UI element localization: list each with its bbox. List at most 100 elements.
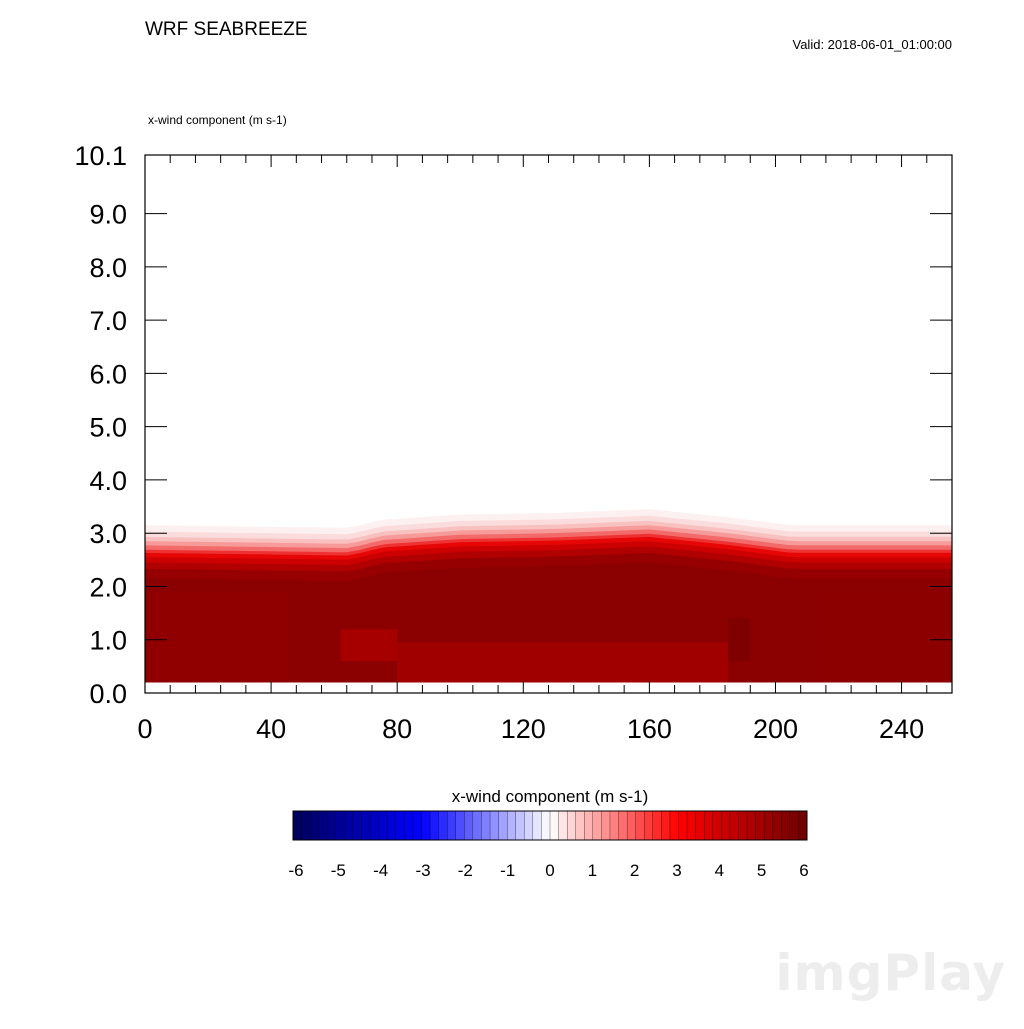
colorbar-tick-label-0: -6	[288, 861, 303, 880]
colorbar-cell-35	[592, 810, 602, 841]
plot-area: 0.0 1.0 2.0 3.0 4.0 5.0 6.0 7.0 8.0 9.0 10.1 0 40 80 1…	[74, 141, 953, 744]
y-tick-label-1: 1.0	[89, 626, 127, 656]
colorbar-cell-55	[764, 810, 774, 841]
colorbar-cell-23	[489, 810, 500, 841]
y-tick-label-8: 8.0	[89, 253, 127, 283]
colorbar-cell-53	[746, 810, 757, 841]
colorbar-tick-label-5: -1	[500, 861, 515, 880]
colorbar-cell-18	[447, 810, 457, 841]
colorbar-cell-43	[661, 810, 671, 841]
y-tick-label-6: 6.0	[89, 359, 127, 389]
colorbar-cell-37	[609, 810, 619, 841]
y-tick-label-9: 9.0	[89, 200, 127, 230]
colorbar-tick-label-8: 2	[630, 861, 639, 880]
colorbar-title: x-wind component (m s-1)	[452, 787, 649, 806]
colorbar-cell-24	[498, 810, 508, 841]
colorbar-cell-52	[738, 810, 748, 841]
colorbar-cell-56	[772, 810, 782, 841]
colorbar-cell-20	[464, 810, 474, 841]
colorbar-cell-11	[387, 810, 397, 841]
colorbar-cell-57	[781, 810, 791, 841]
colorbar-cell-47	[695, 810, 705, 841]
colorbar-cell-41	[644, 810, 654, 841]
core-patch-4	[822, 591, 952, 683]
colorbar-cell-30	[549, 810, 560, 841]
colorbar-cell-51	[729, 810, 739, 841]
y-tick-label-2: 2.0	[89, 572, 127, 602]
colorbar-cell-7	[352, 810, 362, 841]
colorbar-cell-12	[395, 810, 405, 841]
colorbar-cell-5	[335, 810, 345, 841]
colorbar-cell-32	[566, 810, 577, 841]
colorbar-cell-40	[635, 810, 645, 841]
colorbar-tick-label-2: -4	[373, 861, 388, 880]
colorbar-tick-label-7: 1	[588, 861, 597, 880]
colorbar-cell-8	[361, 810, 371, 841]
colorbar-cell-0	[292, 810, 303, 841]
colorbar-cell-28	[532, 810, 542, 841]
chart-title: WRF SEABREEZE	[145, 19, 308, 40]
colorbar-cell-4	[327, 810, 337, 841]
y-tick-label-10: 10.1	[74, 141, 127, 171]
colorbar-cell-38	[618, 810, 628, 841]
colorbar-cell-2	[309, 810, 320, 841]
field-label: x-wind component (m s-1)	[148, 113, 287, 127]
colorbar-cell-21	[472, 810, 482, 841]
colorbar-cell-44	[669, 810, 679, 841]
colorbar-cell-54	[755, 810, 765, 841]
colorbar-tick-label-12: 6	[799, 861, 808, 880]
x-tick-label-6: 240	[879, 714, 924, 744]
colorbar-frame	[292, 810, 808, 841]
colorbar-cell-49	[712, 810, 722, 841]
colorbar-cell-46	[686, 810, 697, 841]
x-tick-label-1: 40	[256, 714, 286, 744]
colorbar-tick-label-9: 3	[672, 861, 681, 880]
colorbar-tick-label-11: 5	[757, 861, 766, 880]
colorbar-cell-14	[412, 810, 422, 841]
colorbar-cell-34	[584, 810, 594, 841]
colorbar-tick-label-3: -3	[415, 861, 430, 880]
colorbar-cell-6	[344, 810, 354, 841]
colorbar-cell-1	[301, 810, 311, 841]
colorbar-cell-9	[369, 810, 380, 841]
colorbar-cell-19	[455, 810, 465, 841]
x-tick-label-2: 80	[382, 714, 412, 744]
y-tick-label-4: 4.0	[89, 466, 127, 496]
colorbar-cell-10	[378, 810, 388, 841]
y-tick-label-7: 7.0	[89, 306, 127, 336]
x-tick-label-5: 200	[753, 714, 798, 744]
x-tick-label-0: 0	[137, 714, 152, 744]
x-tick-label-3: 120	[501, 714, 546, 744]
core-patch-0	[397, 642, 729, 683]
colorbar-cell-33	[575, 810, 585, 841]
colorbar-cell-15	[421, 810, 431, 841]
colorbar: x-wind component (m s-1) -6 -5 -4 -3 -2 -1 0 1 2 3…	[288, 787, 808, 880]
colorbar-tick-label-10: 4	[715, 861, 724, 880]
colorbar-tick-label-1: -5	[331, 861, 346, 880]
colorbar-cell-3	[318, 810, 328, 841]
colorbar-cell-58	[789, 810, 799, 841]
colorbar-cell-16	[429, 810, 440, 841]
colorbar-cell-50	[721, 810, 731, 841]
colorbar-cell-29	[541, 810, 551, 841]
colorbar-cell-25	[507, 810, 517, 841]
colorbar-cell-36	[601, 810, 611, 841]
colorbar-cell-42	[652, 810, 662, 841]
colorbar-tick-label-4: -2	[458, 861, 473, 880]
colorbar-cell-45	[678, 810, 688, 841]
core-patch-2	[728, 618, 751, 662]
colorbar-cell-27	[524, 810, 534, 841]
colorbar-cell-26	[515, 810, 525, 841]
colorbar-cell-22	[481, 810, 491, 841]
colorbar-tick-label-6: 0	[545, 861, 554, 880]
core-patch-3	[145, 591, 287, 683]
y-tick-label-5: 5.0	[89, 413, 127, 443]
colorbar-cell-39	[626, 810, 637, 841]
y-tick-label-3: 3.0	[89, 519, 127, 549]
valid-time: Valid: 2018-06-01_01:00:00	[793, 37, 953, 52]
colorbar-cell-13	[404, 810, 414, 841]
y-tick-label-0: 0.0	[89, 679, 127, 709]
watermark-logo: imgPlay	[775, 944, 1006, 1002]
